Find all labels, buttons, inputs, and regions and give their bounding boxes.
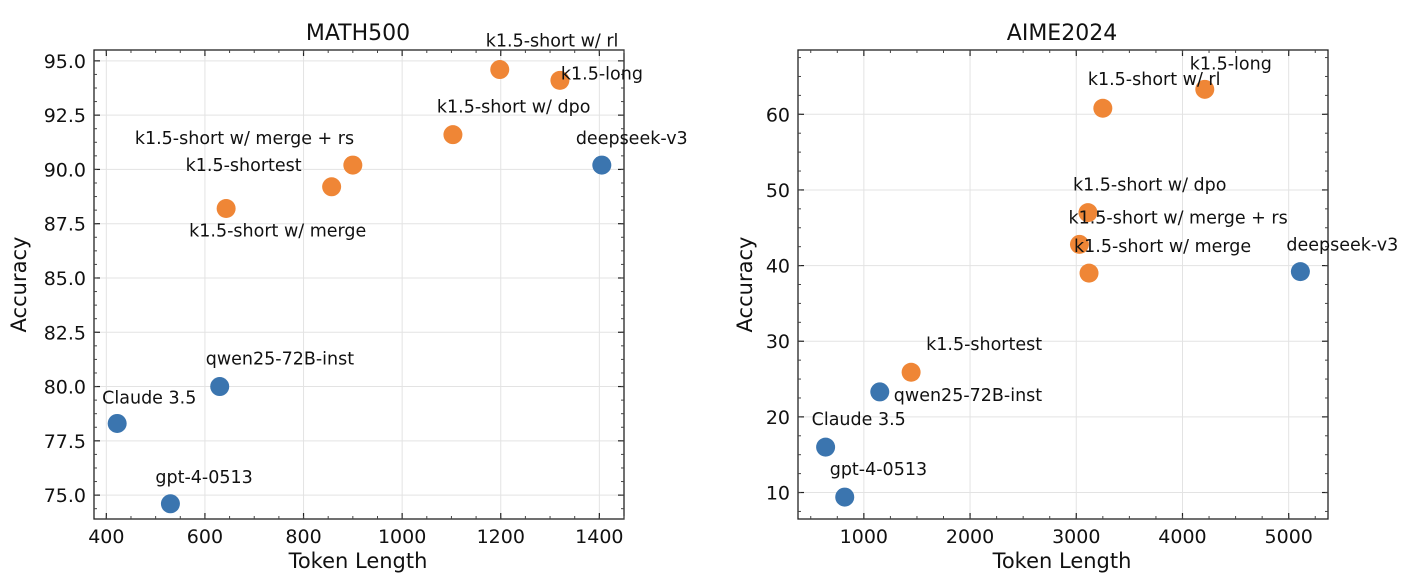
chart-title: AIME2024 [1007,21,1117,46]
aime2024-panel: 1000 2000 3000 4000 5000 10 20 30 40 50 60 AIME2024… [733,21,1398,573]
point-k1-5-short-w-dpo [443,125,463,145]
point-label-k1-5-short-w-dpo: k1.5-short w/ dpo [1073,176,1227,196]
point-k1-5-short-w-merge-rs [343,155,363,175]
chart-title: MATH500 [306,21,410,46]
y-axis-label: Accuracy [733,237,757,333]
x-tick-label: 600 [187,526,223,548]
y-tick-label: 85.0 [44,268,86,290]
point-k1-5-shortest [322,177,342,197]
y-tick-label: 10 [766,483,790,505]
y-tick-label: 95.0 [44,51,86,73]
y-tick-label: 30 [766,331,790,353]
point-claude-3-5 [107,413,127,433]
x-tick-label: 2000 [946,526,994,548]
point-label-gpt-4-0513: gpt-4-0513 [155,468,252,488]
point-k1-5-short-w-dpo [1078,203,1098,223]
point-label-gpt-4-0513: gpt-4-0513 [830,460,927,480]
x-tick-label: 1000 [840,526,888,548]
y-tick-label: 20 [766,407,790,429]
point-label-k1-5-short-w-rl: k1.5-short w/ rl [1088,70,1221,90]
point-label-k1-5-short-w-merge: k1.5-short w/ merge [1074,237,1251,257]
point-label-k1-5-short-w-rl: k1.5-short w/ rl [486,32,619,52]
point-label-qwen25-72b-inst: qwen25-72B-inst [894,386,1043,406]
x-tick-label: 3000 [1052,526,1100,548]
y-tick-label: 80.0 [44,377,86,399]
point-k1-5-shortest [901,362,921,382]
point-k1-5-short-w-rl [1093,98,1113,118]
point-label-k1-5-short-w-merge-rs: k1.5-short w/ merge + rs [1068,208,1287,228]
y-tick-label: 50 [766,180,790,202]
point-label-deepseek-v3: deepseek-v3 [576,129,688,149]
math500-panel: 400 600 800 1000 1200 1400 75.0 77.5 80.0 82.5 85.… [7,21,688,573]
point-k1-5-short-w-merge-rs [1069,234,1089,254]
y-tick-label: 82.5 [44,322,86,344]
x-axis-label: Token Length [992,549,1132,573]
point-label-qwen25-72b-inst: qwen25-72B-inst [206,350,355,370]
point-label-k1-5-short-w-merge: k1.5-short w/ merge [189,222,366,242]
point-k1-5-long [1195,79,1215,99]
point-label-k1-5-long: k1.5-long [561,64,643,84]
x-tick-label: 1000 [378,526,426,548]
y-tick-label: 40 [766,256,790,278]
point-claude-3-5 [816,437,836,457]
y-tick-label: 77.5 [44,431,86,453]
point-label-deepseek-v3: deepseek-v3 [1286,236,1398,256]
point-label-k1-5-shortest: k1.5-shortest [186,156,302,176]
point-qwen25-72b-inst [870,382,890,402]
x-tick-label: 1200 [477,526,525,548]
point-k1-5-short-w-rl [490,60,510,80]
y-tick-label: 87.5 [44,214,86,236]
y-tick-label: 60 [766,104,790,126]
x-axis-label: Token Length [288,549,428,573]
point-gpt-4-0513 [160,494,180,514]
point-k1-5-short-w-merge [1079,263,1099,283]
x-tick-label: 5000 [1265,526,1313,548]
y-tick-label: 90.0 [44,159,86,181]
point-deepseek-v3 [1290,262,1310,282]
x-tick-label: 1400 [575,526,623,548]
point-label-k1-5-short-w-dpo: k1.5-short w/ dpo [437,98,591,118]
point-deepseek-v3 [592,155,612,175]
point-label-claude-3-5: Claude 3.5 [812,410,906,430]
point-label-k1-5-short-w-merge-rs: k1.5-short w/ merge + rs [135,129,354,149]
x-tick-label: 4000 [1158,526,1206,548]
y-tick-label: 75.0 [44,485,86,507]
y-tick-label: 92.5 [44,105,86,127]
point-label-k1-5-shortest: k1.5-shortest [926,335,1042,355]
point-k1-5-long [550,70,570,90]
x-tick-label: 400 [88,526,124,548]
point-label-k1-5-long: k1.5-long [1190,54,1272,74]
plot-frame [797,49,1329,520]
point-gpt-4-0513 [835,487,855,507]
point-qwen25-72b-inst [210,377,230,397]
plot-frame [93,49,625,520]
x-tick-label: 800 [285,526,321,548]
y-axis-label: Accuracy [7,237,31,333]
point-k1-5-short-w-merge [216,199,236,219]
point-label-claude-3-5: Claude 3.5 [102,388,196,408]
